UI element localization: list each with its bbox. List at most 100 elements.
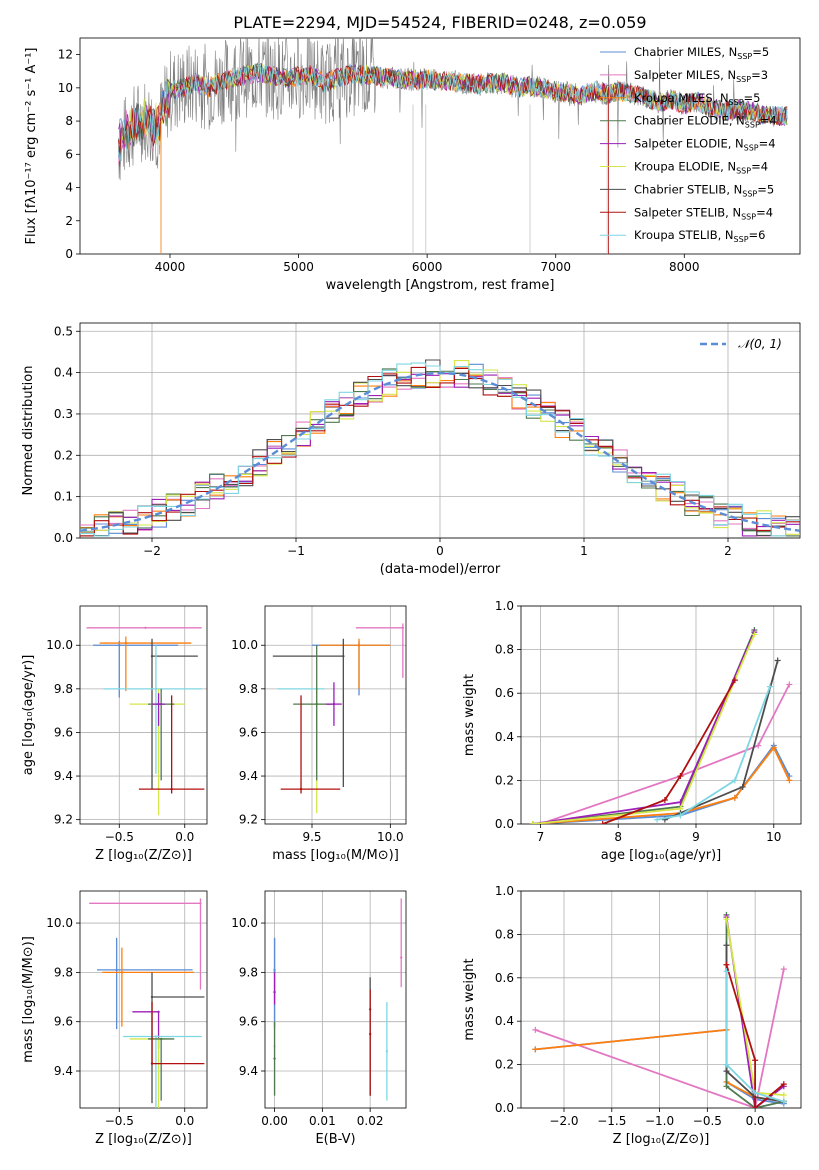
y-tick-label: 10 [58,81,73,95]
data-point [385,1050,389,1053]
series-marker [532,1046,539,1053]
y-tick-label: 0.5 [54,324,73,338]
y-tick-label: 0.0 [495,817,514,831]
legend-sub: SSP [741,212,756,221]
y-tick-label: 10.0 [231,916,258,930]
y-tick-label: 8 [65,114,73,128]
series-marker [731,677,738,684]
y-tick-label: 9.4 [54,1064,73,1078]
plot-area [272,623,405,814]
series-marker [723,1061,730,1068]
y-tick-label: 0.0 [54,531,73,545]
y-tick-label: 0.2 [495,773,514,787]
data-point [124,641,128,645]
data-point [273,1057,276,1060]
histogram-step [80,360,800,535]
legend-entry: Salpeter MILES, NSSP=3 [634,68,768,84]
gaussian-legend-label: 𝒩(0, 1) [738,337,782,351]
x-tick-label: −1 [287,544,305,558]
series-marker [766,683,773,690]
axes-frame [520,605,802,825]
legend-tail: =4 [759,137,776,151]
y-tick-label: 6 [65,147,73,161]
y-tick-label: 0.6 [495,686,514,700]
series-marker [723,1068,730,1075]
data-point [368,1032,372,1036]
y-axis-label: age [log₁₀(age/yr)] [21,655,36,776]
spectrum-model-line [118,62,788,162]
y-tick-label: 0.8 [495,643,514,657]
x-axis-label: (data-model)/error [380,562,501,577]
y-tick-label: 9.8 [54,682,73,696]
x-tick-label: 2 [724,544,732,558]
legend-tail: =5 [757,182,774,196]
data-point [120,971,124,974]
legend-entry: Kroupa MILES, NSSP=5 [634,91,760,107]
data-point [400,956,403,959]
x-tick-label: −2.0 [549,1114,578,1128]
series-marker [755,742,762,749]
series-marker [723,1083,730,1090]
series-marker [786,777,793,784]
axes-frame [264,605,407,825]
legend-sub: SSP [736,167,751,176]
x-tick-label: 0.0 [175,1114,194,1128]
y-axis-label: mass weight [462,958,477,1040]
y-tick-label: 9.4 [239,1064,258,1078]
data-point [157,702,160,706]
x-tick-label: −2 [143,544,161,558]
x-tick-label: 4000 [155,260,186,274]
series-marker [780,966,787,973]
x-tick-label: 0.0 [746,1114,765,1128]
legend-tail: =6 [749,228,766,242]
series-marker [752,1057,759,1064]
x-tick-label: 0 [436,544,444,558]
legend-entry: Kroupa STELIB, NSSP=6 [634,228,765,244]
y-tick-label: 0.4 [495,1014,514,1028]
y-tick-label: 9.8 [239,965,258,979]
legend-name: Salpeter STELIB, N [634,205,741,219]
age-vs-mass-panel: 9.5 10.0 9.2 9.4 9.6 9.8 10.0 mass [log₁₀(M/M⊙)… [231,605,407,863]
y-tick-label: 0.4 [54,366,73,380]
series-marker [532,1026,539,1033]
series-marker [654,816,661,823]
legend-sub: SSP [745,121,760,130]
axes-frame [79,322,801,539]
axes-frame [79,37,801,255]
data-point [299,787,303,791]
y-tick-label: 1.0 [495,599,514,613]
data-point [118,644,121,647]
y-axis-label: Normed distribution [21,366,36,496]
y-tick-label: 0.6 [495,971,514,985]
x-tick-label: 8 [614,830,622,844]
x-tick-label: −1.0 [645,1114,674,1128]
y-tick-label: 0.2 [495,1058,514,1072]
y-tick-label: 9.6 [54,725,73,739]
data-point [332,702,336,706]
x-tick-label: 10.0 [377,830,404,844]
legend-sub: SSP [734,235,749,244]
data-point [157,1010,160,1014]
gaussian-curve [80,371,800,532]
y-tick-label: 9.8 [239,682,258,696]
plot-area [532,911,787,1108]
data-point [159,1037,163,1041]
x-tick-label: −0.5 [693,1114,722,1128]
series-marker [780,1081,787,1088]
y-tick-label: 9.2 [54,813,73,827]
series-marker [723,968,730,975]
series-marker [677,812,684,819]
series-line [602,679,736,824]
x-tick-label: 0.00 [261,1114,288,1128]
histogram-step [80,359,800,537]
data-point [150,1062,154,1065]
data-point [357,644,361,647]
legend-entry: Chabrier STELIB, NSSP=5 [634,182,774,198]
data-point [273,990,276,994]
plot-area [273,898,403,1101]
series-marker [723,942,730,949]
series-line [540,684,791,824]
legend-tail: =4 [760,114,777,128]
